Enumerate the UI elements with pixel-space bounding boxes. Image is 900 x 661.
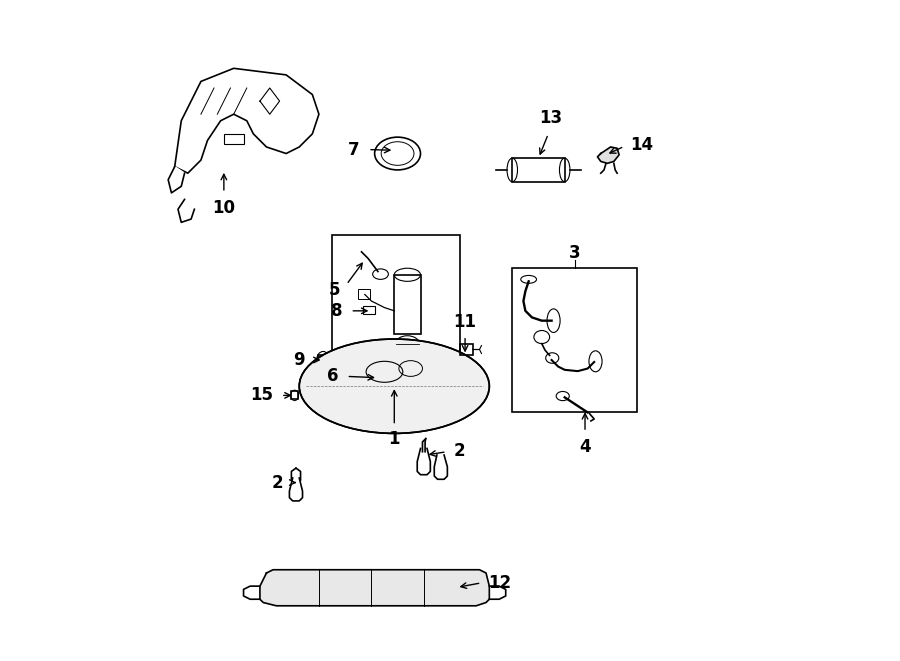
Text: 2: 2	[454, 442, 465, 460]
Bar	[318, 355, 328, 366]
Bar	[224, 134, 244, 143]
Polygon shape	[598, 147, 619, 163]
Text: 6: 6	[327, 368, 338, 385]
Text: 2: 2	[271, 473, 283, 492]
Polygon shape	[168, 167, 184, 193]
Text: 8: 8	[331, 302, 343, 320]
Text: 4: 4	[580, 438, 590, 456]
Text: 7: 7	[348, 141, 359, 159]
Bar	[512, 158, 564, 182]
Text: 10: 10	[212, 200, 236, 217]
Bar	[512, 268, 637, 412]
Bar	[460, 344, 473, 356]
Bar	[291, 391, 298, 399]
Text: 3: 3	[569, 244, 580, 262]
Bar	[358, 290, 370, 299]
Bar	[364, 305, 374, 314]
Text: 15: 15	[250, 387, 273, 405]
Text: 14: 14	[630, 136, 653, 154]
Polygon shape	[178, 200, 194, 222]
Bar	[394, 275, 420, 334]
Text: 9: 9	[292, 351, 304, 369]
Text: 5: 5	[328, 281, 340, 299]
Bar	[332, 235, 460, 367]
Text: 1: 1	[389, 430, 400, 448]
Ellipse shape	[299, 339, 490, 434]
Polygon shape	[260, 570, 490, 605]
Text: 11: 11	[454, 313, 477, 330]
Text: 12: 12	[488, 574, 511, 592]
Text: 13: 13	[539, 109, 562, 128]
